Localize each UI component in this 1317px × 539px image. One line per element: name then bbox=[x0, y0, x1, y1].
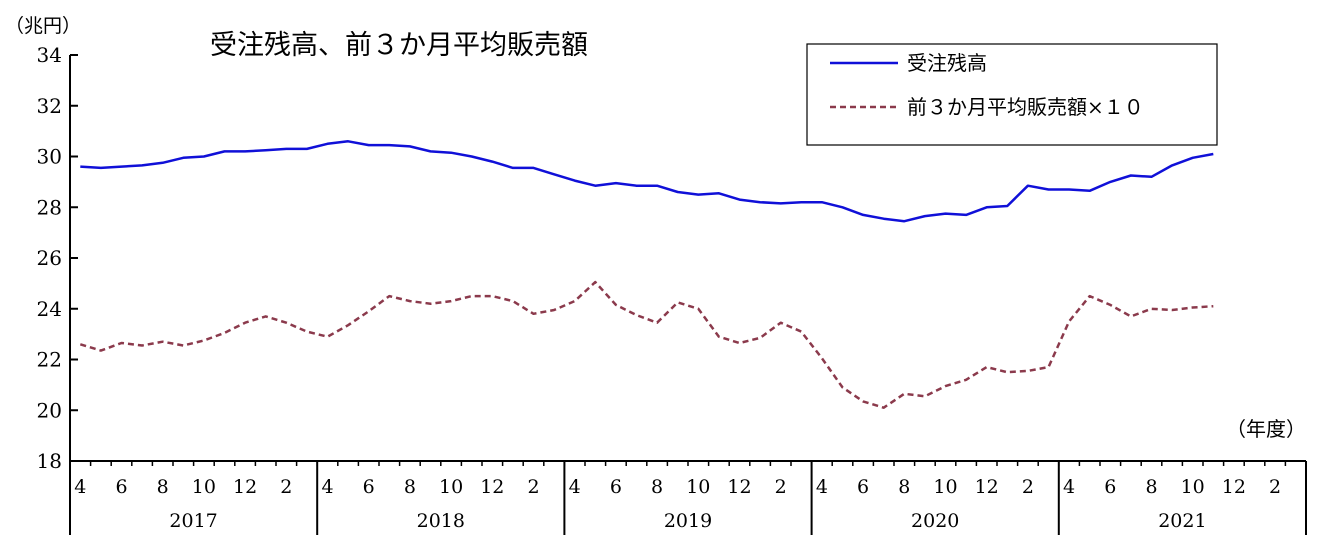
fiscal-year-label: 2018 bbox=[417, 510, 465, 532]
y-tick-label: 34 bbox=[37, 43, 62, 67]
x-tick-label: 2 bbox=[527, 476, 539, 498]
x-tick-label: 10 bbox=[192, 476, 216, 498]
x-tick-label: 12 bbox=[480, 476, 504, 498]
fiscal-year-label: 2021 bbox=[1158, 510, 1206, 532]
x-tick-label: 6 bbox=[1104, 476, 1116, 498]
legend: 受注残高 前３か月平均販売額×１０ bbox=[806, 43, 1218, 146]
x-tick-label: 8 bbox=[651, 476, 663, 498]
x-tick-label: 4 bbox=[321, 476, 333, 498]
legend-label-avg-sales: 前３か月平均販売額×１０ bbox=[907, 95, 1144, 119]
x-axis-unit-label: （年度） bbox=[1226, 417, 1306, 441]
x-tick-label: 4 bbox=[816, 476, 828, 498]
x-tick-label: 4 bbox=[569, 476, 581, 498]
x-tick-label: 8 bbox=[157, 476, 169, 498]
x-tick-label: 6 bbox=[610, 476, 622, 498]
x-tick-label: 2 bbox=[280, 476, 292, 498]
y-tick-label: 32 bbox=[37, 94, 62, 118]
x-tick-label: 4 bbox=[74, 476, 86, 498]
x-tick-label: 4 bbox=[1063, 476, 1075, 498]
y-axis-unit-label: （兆円） bbox=[5, 15, 81, 37]
x-tick-label: 8 bbox=[1145, 476, 1157, 498]
x-tick-label: 12 bbox=[1222, 476, 1246, 498]
y-tick-label: 18 bbox=[37, 449, 62, 473]
y-tick-label: 30 bbox=[37, 145, 62, 169]
x-tick-label: 6 bbox=[115, 476, 127, 498]
x-tick-label: 12 bbox=[727, 476, 751, 498]
fiscal-year-label: 2019 bbox=[664, 510, 712, 532]
x-tick-label: 10 bbox=[686, 476, 710, 498]
x-tick-label: 6 bbox=[857, 476, 869, 498]
y-tick-label: 28 bbox=[37, 195, 62, 219]
x-tick-label: 2 bbox=[775, 476, 787, 498]
legend-label-order-backlog: 受注残高 bbox=[907, 51, 987, 75]
series-line-avg-sales bbox=[79, 280, 1214, 409]
x-tick-label: 8 bbox=[898, 476, 910, 498]
fiscal-year-label: 2020 bbox=[911, 510, 959, 532]
x-tick-label: 10 bbox=[1181, 476, 1205, 498]
fiscal-year-label: 2017 bbox=[169, 510, 217, 532]
x-tick-label: 12 bbox=[975, 476, 999, 498]
y-tick-label: 22 bbox=[37, 348, 62, 372]
series-line-order-backlog bbox=[80, 140, 1214, 223]
x-tick-label: 12 bbox=[233, 476, 257, 498]
x-tick-label: 2 bbox=[1022, 476, 1034, 498]
x-tick-label: 6 bbox=[363, 476, 375, 498]
y-tick-label: 20 bbox=[37, 398, 62, 422]
x-tick-label: 10 bbox=[439, 476, 463, 498]
chart-title: 受注残高、前３か月平均販売額 bbox=[210, 30, 588, 61]
series-layer bbox=[79, 140, 1214, 409]
y-tick-label: 24 bbox=[37, 297, 62, 321]
x-tick-label: 2 bbox=[1269, 476, 1281, 498]
x-tick-label: 8 bbox=[404, 476, 416, 498]
y-tick-label: 26 bbox=[37, 246, 62, 270]
legend-box bbox=[806, 43, 1218, 146]
x-tick-label: 10 bbox=[933, 476, 957, 498]
